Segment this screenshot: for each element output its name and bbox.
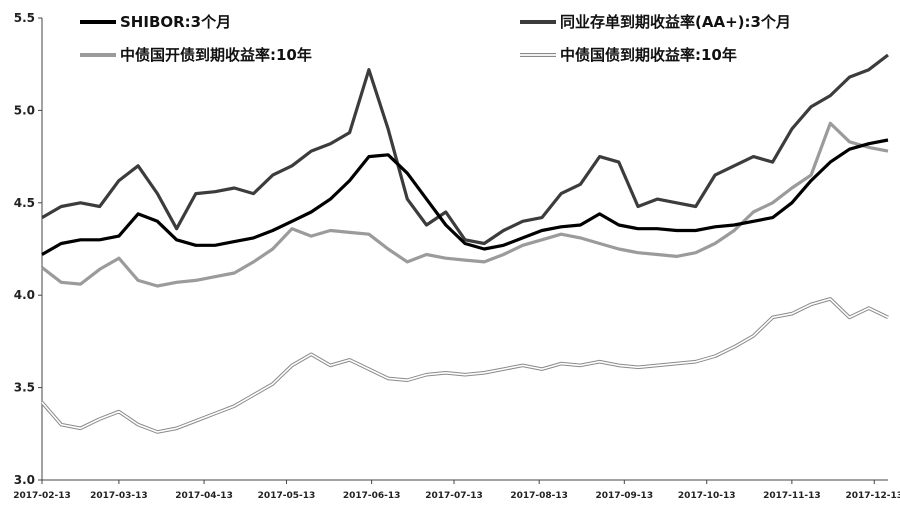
x-tick-label: 2017-10-13: [678, 491, 736, 501]
series-line-1: [41, 53, 889, 246]
x-tick-label: 2017-09-13: [596, 491, 654, 501]
legend-label-3: 中债国债到期收益率:10年: [560, 46, 737, 64]
x-tick-label: 2017-12-13: [845, 491, 900, 501]
legend: SHIBOR:3个月 同业存单到期收益率(AA+):3个月中债国开债到期收益率:1…: [80, 13, 791, 64]
legend-label-0: SHIBOR:3个月: [120, 13, 231, 31]
y-tick-label: 5.0: [14, 103, 35, 117]
axes: 3.0 3.5 4.0 4.5 5.0 5.5 2017-02-13 2017-03-13 20…: [13, 11, 900, 501]
legend-label-1: 同业存单到期收益率(AA+):3个月: [560, 13, 791, 31]
series-layer: [40, 53, 889, 434]
y-tick-label: 4.5: [14, 196, 35, 210]
x-tick-label: 2017-05-13: [258, 491, 316, 501]
x-tick-label: 2017-08-13: [510, 491, 568, 501]
series-line-outline: [40, 297, 889, 434]
y-tick-label: 4.0: [14, 288, 35, 302]
series-line-2: [41, 121, 889, 288]
legend-label-2: 中债国开债到期收益率:10年: [120, 46, 312, 64]
y-tick-label: 3.5: [14, 381, 35, 395]
x-tick-label: 2017-11-13: [763, 491, 821, 501]
x-tick-label: 2017-04-13: [175, 491, 233, 501]
x-tick-label: 2017-07-13: [425, 491, 483, 501]
y-tick-label: 5.5: [14, 11, 35, 25]
series-line-3: [41, 298, 889, 433]
series-line-0: [41, 138, 889, 256]
x-tick-label: 2017-02-13: [13, 491, 71, 501]
x-tick-label: 2017-06-13: [343, 491, 401, 501]
y-tick-label: 3.0: [14, 473, 35, 487]
x-tick-label: 2017-03-13: [90, 491, 148, 501]
